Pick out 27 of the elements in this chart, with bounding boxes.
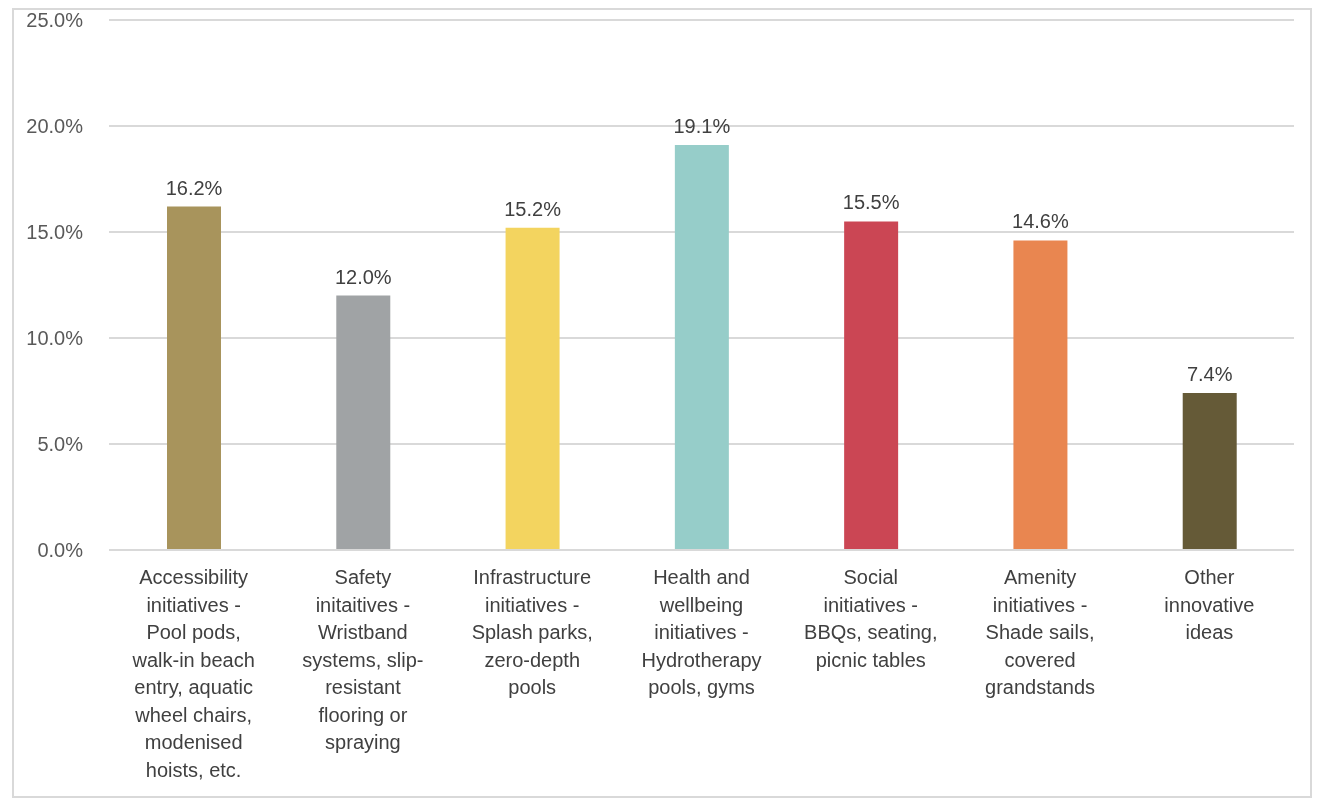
bar [674,145,729,550]
y-tick-label: 25.0% [26,9,84,32]
bar [336,295,391,550]
x-tick-label: Accessibility initiatives - Pool pods, walk-in beach entry, aquatic wheel chairs, modenised hoists, etc. [131,566,255,781]
data-label: 7.4% [1186,363,1233,386]
y-tick-label: 15.0% [26,221,84,244]
x-tick-label: Safety initaitives - Wristband systems, slip-resistant flooring or spraying [302,566,424,753]
bar [505,227,560,550]
data-label: 15.2% [504,197,562,220]
data-label: 19.1% [673,115,731,138]
data-label: 15.5% [842,191,900,214]
data-label: 14.6% [1012,210,1069,233]
bar [1013,240,1068,550]
y-tick-label: 10.0% [26,327,84,350]
x-tick-label: Health and wellbeing initiatives - Hydrotherapy pools, gyms [641,566,762,698]
data-label: 12.0% [334,265,392,288]
bar [844,221,899,550]
y-tick-label: 0.0% [37,539,84,562]
data-label: 16.2% [165,176,223,199]
bar [167,206,221,550]
x-tick-label: Amenity initiatives - Shade sails, covered grandstands [985,566,1096,698]
y-tick-label: 5.0% [37,433,84,456]
y-tick-label: 20.0% [26,115,84,138]
x-tick-label: Infrastructure initiatives - Splash parks, zero-depth pools [471,566,593,698]
bar [1182,393,1237,550]
x-tick-label: Social initiatives - BBQs, seating, picnic tables [804,566,938,671]
x-tick-label: Other innovative ideas [1164,566,1255,643]
